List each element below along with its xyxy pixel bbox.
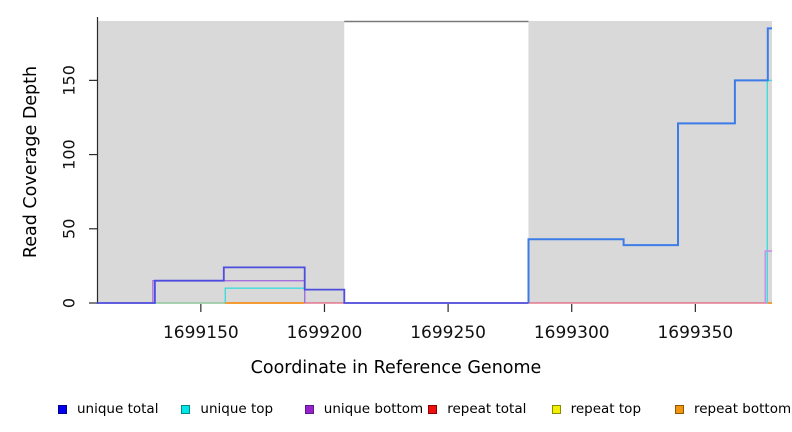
x-tick-label: 1699150	[163, 323, 239, 343]
x-tick-label: 1699350	[657, 323, 733, 343]
series-unique-total-right	[527, 27, 772, 303]
legend-item-unique-bottom: unique bottom	[304, 401, 424, 417]
series-unique-bottom-left-block	[152, 280, 306, 303]
legend-label: repeat top	[570, 401, 642, 417]
series-unique-bottom-right-step	[764, 250, 772, 303]
x-axis-title: Coordinate in Reference Genome	[250, 358, 542, 378]
legend-item-repeat-top: repeat top	[551, 401, 642, 417]
x-tick-label: 1699200	[287, 323, 363, 343]
legend-item-repeat-total: repeat total	[428, 401, 526, 417]
legend-item-unique-top: unique top	[181, 401, 273, 417]
unique-total-swatch-icon	[58, 404, 67, 414]
shaded-region-right	[528, 21, 772, 303]
legend-label: unique top	[200, 401, 274, 417]
y-axis-title: Read Coverage Depth	[21, 65, 41, 259]
y-tick-label: 50	[60, 219, 79, 239]
repeat-total-swatch-icon	[428, 404, 438, 414]
x-tick-label: 1699300	[534, 323, 610, 343]
shaded-region-left	[97, 21, 345, 303]
unique-bottom-swatch-icon	[304, 404, 314, 414]
series-unique-total-left	[97, 266, 529, 304]
legend-label: repeat bottom	[694, 401, 792, 417]
legend-label: unique bottom	[323, 401, 424, 417]
legend-label: unique total	[77, 401, 159, 417]
repeat-top-swatch-icon	[551, 404, 561, 414]
unique-top-swatch-icon	[181, 404, 191, 414]
y-tick-label: 0	[60, 298, 79, 308]
chart-canvas: 0 50 100 150 1699150 1699200 1699250 1699300 169…	[60, 17, 772, 343]
repeat-bottom-swatch-icon	[675, 404, 684, 414]
legend-label: repeat total	[447, 401, 527, 417]
legend-item-unique-total: unique total	[58, 401, 158, 417]
legend-item-repeat-bottom: repeat bottom	[675, 401, 791, 417]
y-tick-label: 150	[60, 65, 79, 96]
y-tick-label: 100	[60, 139, 79, 170]
x-tick-label: 1699250	[410, 323, 486, 343]
